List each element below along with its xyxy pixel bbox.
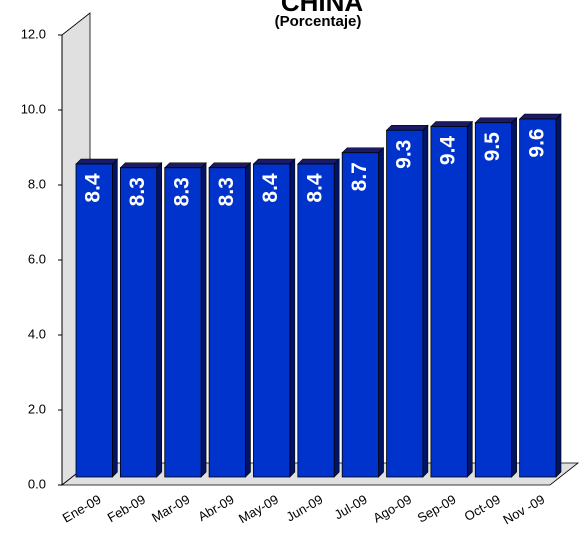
bar-top (297, 158, 340, 165)
bar (119, 167, 158, 478)
bar (519, 118, 557, 478)
bar-side (378, 147, 384, 478)
bar-side (466, 120, 473, 478)
bar-side (112, 158, 118, 478)
bar-top (252, 158, 296, 165)
y-tick-label: 0.0 (28, 476, 46, 491)
data-label: 8.3 (170, 177, 193, 206)
bar (430, 126, 468, 478)
y-tick-label: 4.0 (28, 326, 46, 341)
bar (386, 129, 424, 478)
bar-top (164, 162, 207, 169)
data-label: 8.3 (215, 177, 238, 206)
bar-top (385, 124, 429, 131)
bar-top (518, 113, 562, 120)
bar (75, 163, 113, 478)
data-label: 9.4 (437, 136, 460, 166)
data-label: 8.4 (82, 173, 105, 203)
x-tick-label: May-09 (236, 492, 281, 527)
data-label: 8.4 (259, 173, 282, 203)
y-tick-label: 6.0 (28, 251, 46, 266)
x-tick-label: Jul-09 (332, 492, 370, 523)
x-tick-label: Mar-09 (149, 492, 192, 526)
data-label: 9.6 (525, 128, 548, 157)
bar (341, 152, 379, 478)
data-label: 9.3 (392, 140, 415, 169)
chart-subtitle: (Porcentaje) (275, 13, 362, 30)
bar (297, 163, 335, 478)
bar-top (341, 147, 385, 154)
data-label: 8.3 (126, 177, 149, 206)
x-tick-label: Abr-09 (195, 492, 236, 525)
bar-top (474, 117, 518, 124)
y-tick-label: 8.0 (28, 176, 46, 191)
data-label: 9.5 (481, 132, 504, 162)
x-tick-label: Oct-09 (462, 492, 503, 524)
y-tick-label: 10.0 (21, 101, 46, 116)
chart-title: CHINA (281, 0, 364, 17)
x-tick-label: Ene-09 (60, 492, 104, 526)
bar-side (245, 162, 251, 478)
x-tick-label: Sep-09 (415, 492, 459, 526)
y-tick-label: 12.0 (21, 26, 46, 41)
x-tick-label: Ago-09 (370, 492, 414, 526)
bar-side (333, 158, 340, 478)
bar (164, 167, 202, 478)
x-tick-label: Feb-09 (105, 492, 148, 526)
bar-side (422, 124, 429, 478)
bar-top (208, 162, 252, 169)
x-tick-label: Jun-09 (284, 492, 326, 525)
bar (253, 163, 291, 478)
bar-side (156, 162, 163, 478)
bar-side (511, 117, 517, 478)
bar (474, 122, 513, 478)
bar (208, 167, 246, 478)
bar-side (555, 113, 562, 478)
y-tick-label: 2.0 (28, 401, 46, 416)
data-label: 8.4 (304, 173, 327, 203)
x-tick-label: Nov -09 (500, 492, 547, 528)
bar-side (289, 158, 296, 478)
bar-side (200, 162, 207, 478)
bar-top (75, 158, 119, 165)
bar-top (430, 121, 474, 127)
bar-top (119, 162, 163, 169)
data-label: 8.7 (348, 162, 371, 191)
